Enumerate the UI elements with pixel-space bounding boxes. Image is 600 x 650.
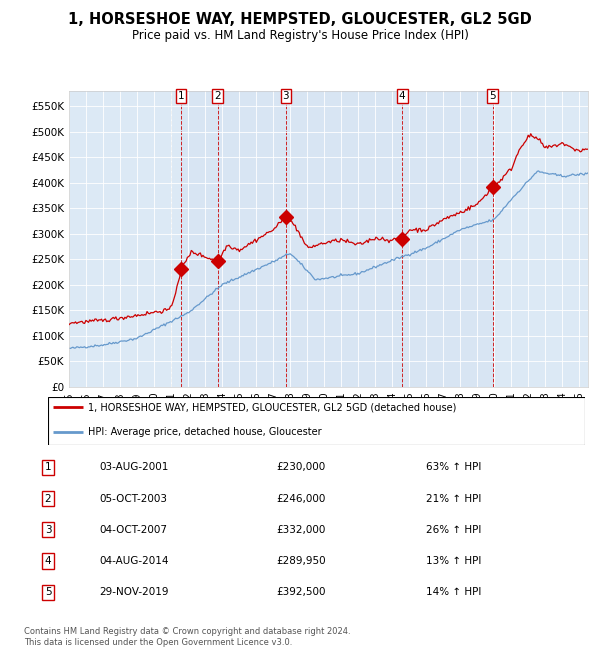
Text: 05-OCT-2003: 05-OCT-2003	[99, 493, 167, 504]
Text: Contains HM Land Registry data © Crown copyright and database right 2024.
This d: Contains HM Land Registry data © Crown c…	[24, 627, 350, 647]
Text: 26% ↑ HPI: 26% ↑ HPI	[426, 525, 481, 535]
Text: 5: 5	[490, 91, 496, 101]
Text: 2: 2	[215, 91, 221, 101]
Text: 1: 1	[178, 91, 184, 101]
Text: 13% ↑ HPI: 13% ↑ HPI	[426, 556, 481, 566]
Text: 4: 4	[44, 556, 52, 566]
Text: 1, HORSESHOE WAY, HEMPSTED, GLOUCESTER, GL2 5GD (detached house): 1, HORSESHOE WAY, HEMPSTED, GLOUCESTER, …	[88, 402, 457, 412]
Bar	[181, 91, 493, 387]
Text: 4: 4	[399, 91, 406, 101]
Text: 2: 2	[44, 493, 52, 504]
Text: 03-AUG-2001: 03-AUG-2001	[99, 462, 169, 473]
Text: £392,500: £392,500	[276, 587, 325, 597]
Text: £332,000: £332,000	[276, 525, 325, 535]
Text: 29-NOV-2019: 29-NOV-2019	[99, 587, 169, 597]
Text: 3: 3	[283, 91, 289, 101]
Text: 1: 1	[44, 462, 52, 473]
Text: 14% ↑ HPI: 14% ↑ HPI	[426, 587, 481, 597]
Text: £230,000: £230,000	[276, 462, 325, 473]
Text: 5: 5	[44, 587, 52, 597]
Text: 04-AUG-2014: 04-AUG-2014	[99, 556, 169, 566]
Text: Price paid vs. HM Land Registry's House Price Index (HPI): Price paid vs. HM Land Registry's House …	[131, 29, 469, 42]
Text: 63% ↑ HPI: 63% ↑ HPI	[426, 462, 481, 473]
Text: 04-OCT-2007: 04-OCT-2007	[99, 525, 167, 535]
Text: 21% ↑ HPI: 21% ↑ HPI	[426, 493, 481, 504]
Text: £289,950: £289,950	[276, 556, 326, 566]
Text: 3: 3	[44, 525, 52, 535]
Text: HPI: Average price, detached house, Gloucester: HPI: Average price, detached house, Glou…	[88, 426, 322, 437]
Text: 1, HORSESHOE WAY, HEMPSTED, GLOUCESTER, GL2 5GD: 1, HORSESHOE WAY, HEMPSTED, GLOUCESTER, …	[68, 12, 532, 27]
Text: £246,000: £246,000	[276, 493, 325, 504]
